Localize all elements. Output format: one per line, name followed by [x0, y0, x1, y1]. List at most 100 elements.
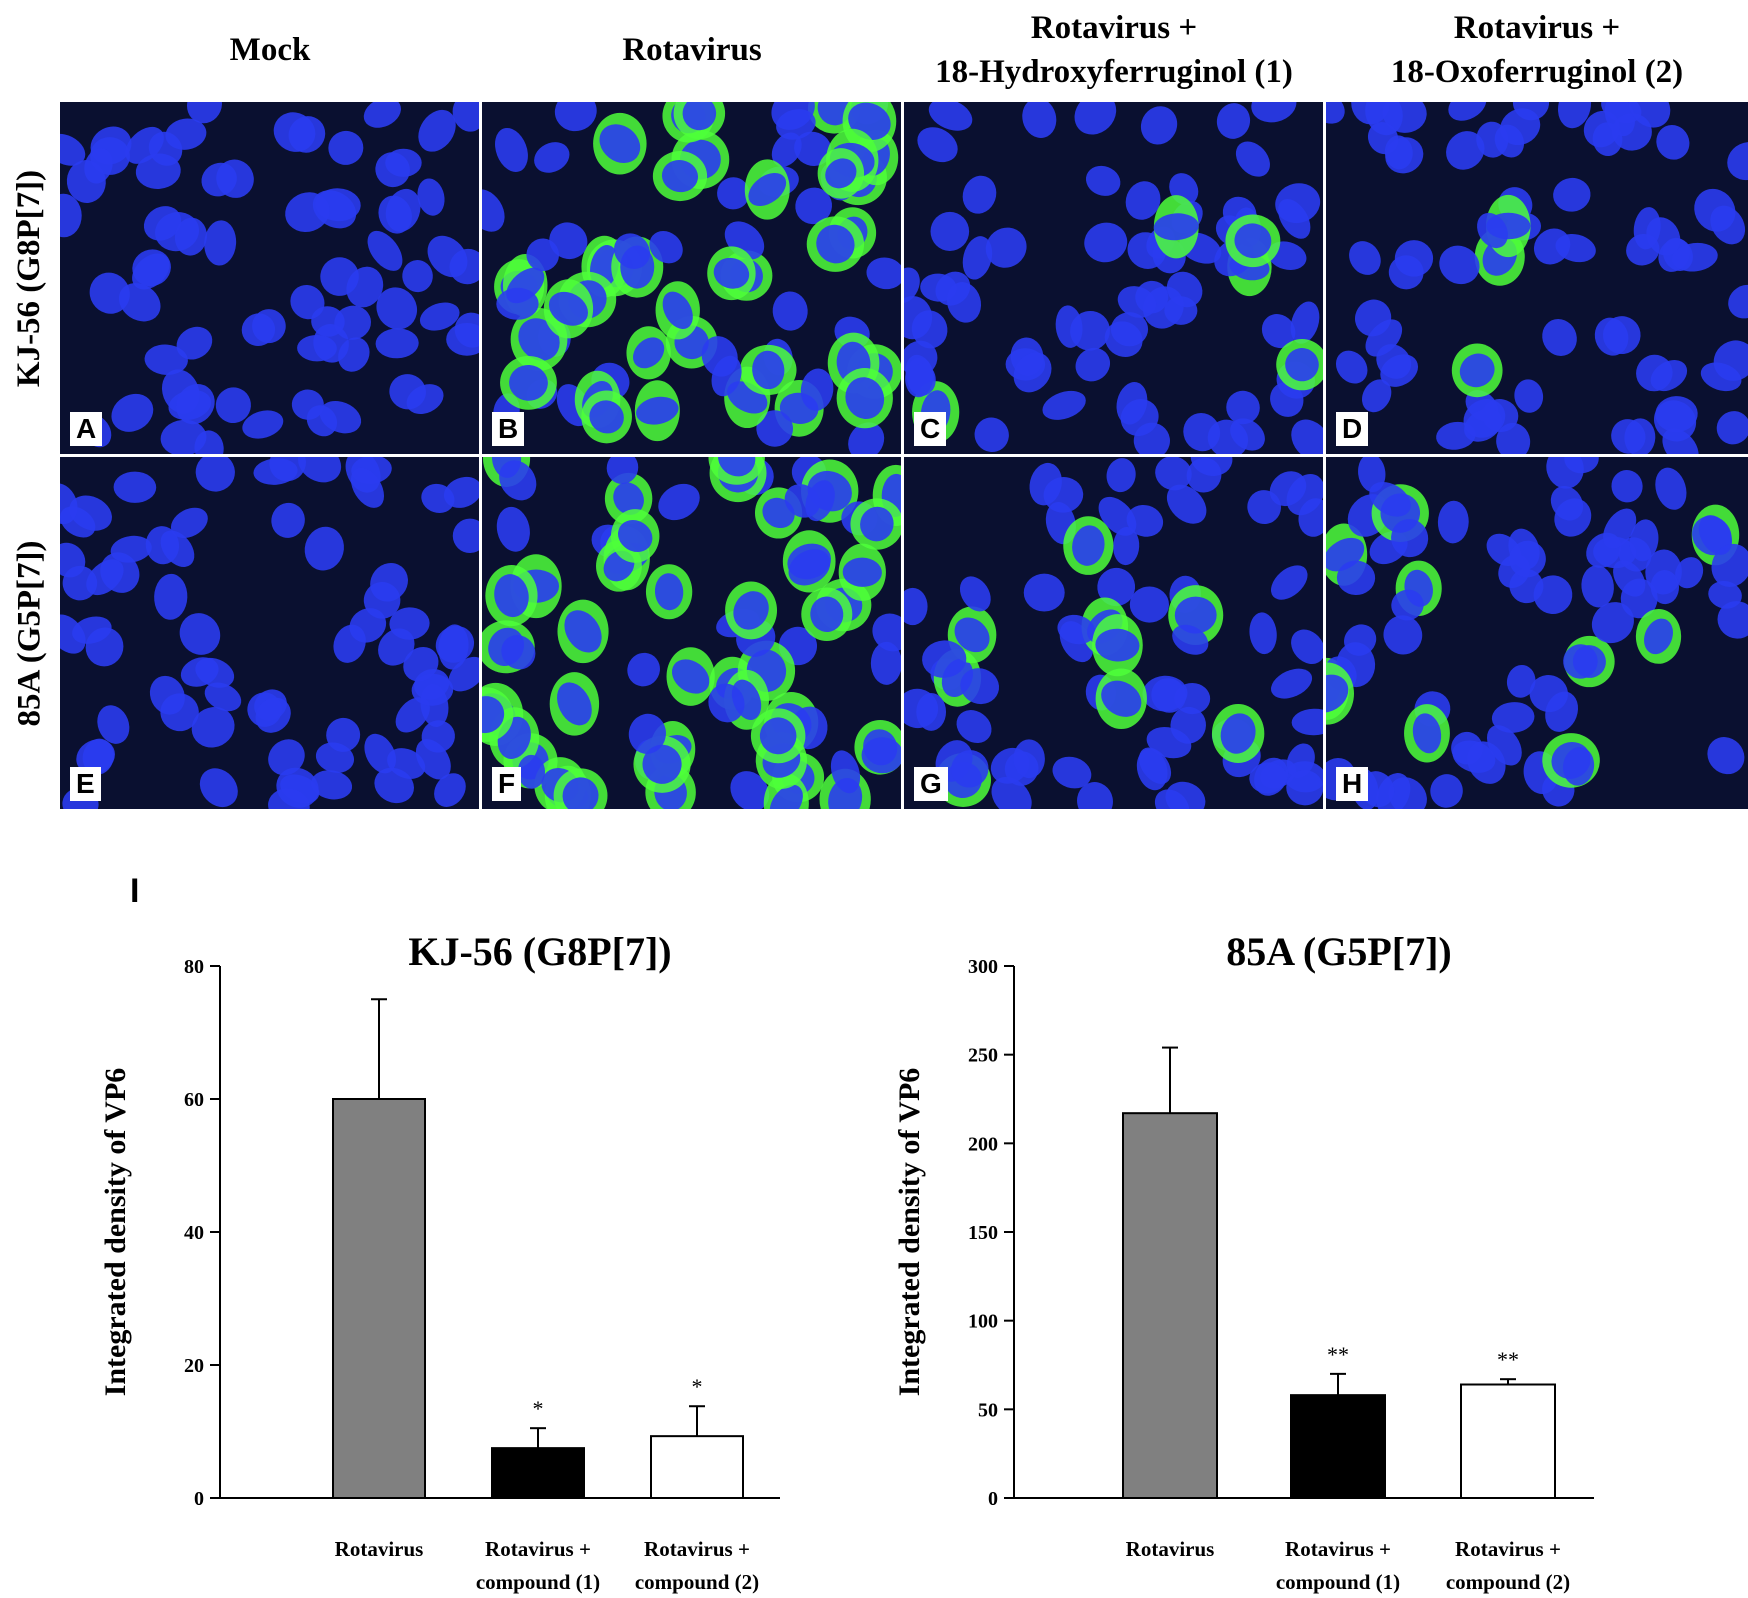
nucleus-mark — [1629, 519, 1659, 562]
nucleus-mark — [1391, 589, 1424, 621]
nucleus-mark — [682, 102, 717, 131]
nucleus-mark — [1459, 353, 1495, 388]
nucleus-mark — [60, 483, 78, 525]
nucleus-mark — [1125, 181, 1161, 220]
category-label: Rotavirus — [335, 1537, 424, 1561]
nucleus-mark — [97, 705, 130, 744]
y-tick-label: 0 — [194, 1488, 204, 1510]
nucleus-mark — [1656, 124, 1690, 160]
nucleus-mark — [848, 422, 885, 454]
column-header-compound-2: Rotavirus + 18-Oxoferruginol (2) — [1326, 0, 1748, 100]
nucleus-mark — [1104, 321, 1143, 357]
panel-letter: A — [70, 412, 103, 446]
nucleus-mark — [866, 257, 901, 290]
nucleus-mark — [759, 717, 797, 755]
cell-field — [60, 457, 479, 809]
nucleus-mark — [642, 744, 682, 784]
nucleus-mark — [110, 535, 152, 563]
column-header-line1: Rotavirus + — [1453, 10, 1621, 46]
nucleus-mark — [165, 118, 207, 150]
nucleus-mark — [113, 471, 157, 503]
nucleus-mark — [160, 419, 207, 454]
nucleus-mark — [199, 768, 238, 808]
nucleus-mark — [496, 287, 539, 320]
nucleus-mark — [389, 374, 426, 410]
nucleus-mark — [1117, 286, 1157, 318]
nucleus-mark — [1249, 612, 1277, 655]
nucleus-mark — [290, 284, 325, 320]
y-tick-label: 40 — [184, 1222, 204, 1244]
nucleus-mark — [1437, 500, 1469, 544]
nucleus-mark — [830, 750, 861, 794]
nucleus-mark — [363, 102, 401, 128]
nucleus-mark — [800, 368, 834, 411]
nucleus-mark — [1514, 379, 1544, 413]
nucleus-mark — [1126, 504, 1164, 537]
nucleus-mark — [1430, 774, 1463, 808]
nucleus-mark — [82, 738, 114, 775]
nucleus-mark — [1717, 601, 1748, 639]
column-header-mock: Mock — [60, 0, 480, 100]
nucleus-mark — [111, 393, 154, 432]
nucleus-mark — [1291, 419, 1323, 454]
nucleus-mark — [1716, 411, 1748, 445]
nucleus-mark — [135, 153, 181, 189]
nucleus-mark — [154, 573, 188, 620]
nucleus-mark — [564, 610, 602, 653]
bar — [1290, 1394, 1386, 1499]
nucleus-mark — [951, 750, 989, 788]
nucleus-mark — [1509, 540, 1546, 578]
micrograph-panel-b: B — [482, 102, 901, 454]
nucleus-mark — [255, 697, 291, 733]
nucleus-mark — [402, 260, 433, 293]
nucleus-mark — [434, 773, 466, 807]
nucleus-mark — [1190, 457, 1233, 476]
bar — [491, 1447, 585, 1499]
nucleus-mark — [1351, 102, 1390, 125]
nucleus-mark — [201, 162, 237, 197]
nucleus-mark — [1271, 668, 1313, 699]
nucleus-mark — [1106, 458, 1136, 493]
nucleus-mark — [378, 195, 412, 234]
nucleus-mark — [215, 387, 251, 424]
micrograph-panel-e: E — [60, 457, 479, 809]
nucleus-mark — [1388, 777, 1427, 809]
nucleus-mark — [482, 189, 505, 232]
nucleus-mark — [662, 291, 693, 330]
nucleus-mark — [1675, 557, 1704, 589]
nucleus-mark — [1042, 390, 1086, 420]
nucleus-mark — [1298, 498, 1323, 537]
y-tick-label: 80 — [184, 956, 204, 978]
nucleus-mark — [186, 102, 222, 124]
row-header-label: 85A (G5P[7]) — [11, 539, 48, 727]
nucleus-mark — [776, 109, 816, 140]
category-label: Rotavirus — [1126, 1537, 1215, 1561]
nucleus-mark — [816, 224, 855, 264]
category-label: Rotavirus + — [1285, 1537, 1391, 1561]
y-tick-label: 60 — [184, 1089, 204, 1111]
nucleus-mark — [1084, 222, 1128, 263]
nucleus-mark — [960, 668, 1000, 705]
nucleus-mark — [1286, 770, 1323, 806]
nucleus-mark — [160, 530, 195, 567]
nucleus-mark — [842, 557, 882, 587]
nucleus-mark — [717, 177, 750, 210]
nucleus-mark — [628, 713, 666, 754]
nucleus-mark — [554, 102, 597, 132]
significance-label: ** — [1327, 1342, 1349, 1367]
nucleus-mark — [671, 659, 710, 694]
nucleus-mark — [1101, 680, 1142, 717]
nucleus-mark — [1360, 771, 1395, 808]
nucleus-mark — [748, 172, 787, 207]
nucleus-mark — [1220, 713, 1256, 754]
nucleus-mark — [920, 273, 957, 302]
nucleus-mark — [1581, 565, 1614, 608]
micrograph-panel-a: A — [60, 102, 479, 454]
nucleus-mark — [385, 148, 422, 177]
nucleus-mark — [374, 767, 414, 804]
nucleus-mark — [1650, 360, 1688, 392]
nucleus-mark — [60, 614, 86, 654]
column-header-line1: Rotavirus + — [1030, 10, 1198, 46]
nucleus-mark — [1592, 122, 1623, 157]
category-label: compound (2) — [1446, 1570, 1570, 1594]
